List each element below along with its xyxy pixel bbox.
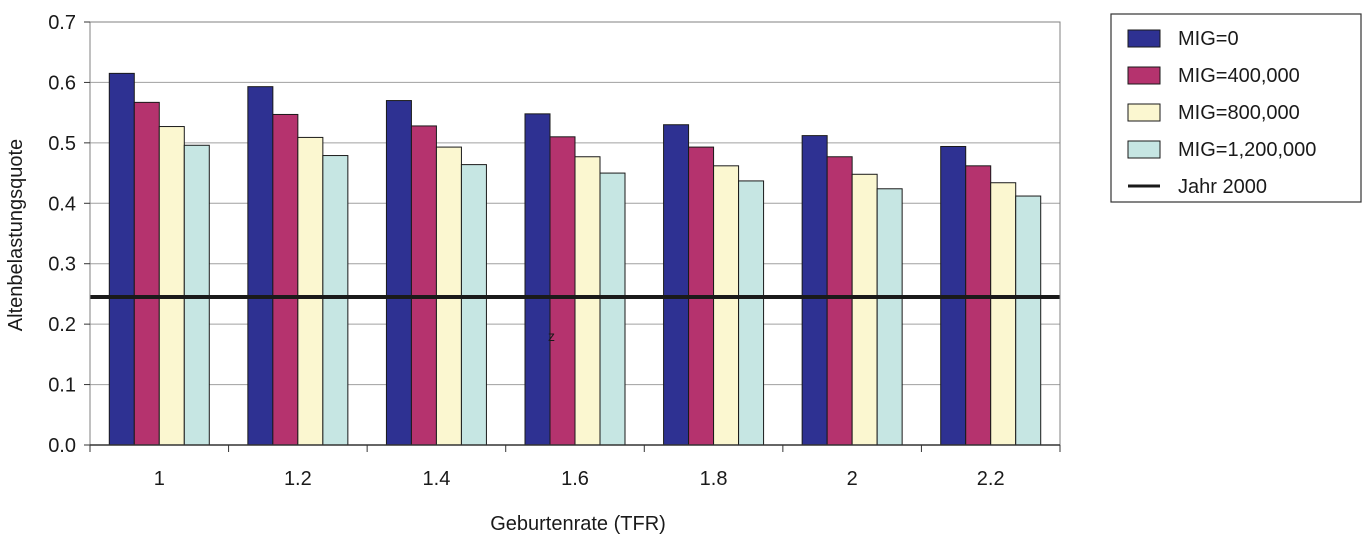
x-tick-label: 1	[154, 468, 165, 490]
bar	[272, 113, 299, 446]
bar	[801, 135, 828, 446]
bar	[549, 136, 576, 446]
y-tick-label: 0.4	[48, 193, 76, 215]
x-axis-tick-labels: 1 1.2 1.4 1.6 1.8 2 2.2	[89, 445, 1061, 490]
legend-swatch	[1127, 103, 1161, 122]
bar	[990, 182, 1017, 446]
bar	[385, 100, 412, 446]
legend-label: MIG=1,200,000	[1178, 139, 1316, 161]
bar	[1015, 195, 1042, 446]
y-tick-label: 0.6	[48, 72, 76, 94]
y-axis-tick-labels: 0.0 0.1 0.2 0.3 0.4 0.5 0.6 0.7	[48, 12, 90, 457]
x-tick-label: 1.8	[700, 468, 728, 490]
x-tick-label: 1.2	[284, 468, 312, 490]
y-tick-label: 0.3	[48, 254, 76, 276]
bar	[322, 155, 349, 446]
x-tick-label: 1.4	[423, 468, 451, 490]
legend-swatch	[1127, 66, 1161, 85]
y-tick-label: 0.2	[48, 314, 76, 336]
bar	[247, 86, 274, 446]
bar	[663, 124, 690, 446]
legend-label: MIG=800,000	[1178, 102, 1300, 124]
x-axis-title: Geburtenrate (TFR)	[490, 513, 666, 535]
bar	[410, 125, 437, 446]
y-axis-title: Altenbelastungsquote	[5, 139, 27, 331]
bar	[965, 165, 992, 446]
bar	[851, 173, 878, 446]
legend-label: MIG=400,000	[1178, 65, 1300, 87]
annotation-z: z	[548, 328, 555, 344]
bar	[599, 172, 626, 446]
bar	[524, 113, 551, 446]
x-tick-label: 1.6	[561, 468, 589, 490]
bar	[460, 164, 487, 446]
bar	[108, 72, 135, 446]
y-tick-label: 0.0	[48, 435, 76, 457]
y-tick-label: 0.7	[48, 12, 76, 34]
legend-swatch	[1127, 140, 1161, 159]
bars	[108, 72, 1042, 446]
y-tick-label: 0.5	[48, 133, 76, 155]
legend-label: MIG=0	[1178, 28, 1239, 50]
bar	[826, 156, 853, 446]
x-tick-label: 2	[847, 468, 858, 490]
bar	[713, 165, 740, 446]
bar	[158, 126, 185, 446]
x-tick-label: 2.2	[977, 468, 1005, 490]
bar	[876, 188, 903, 446]
bar	[133, 101, 160, 446]
legend: MIG=0 MIG=400,000 MIG=800,000 MIG=1,200,000…	[1110, 13, 1362, 203]
bar	[297, 136, 324, 446]
legend-swatch	[1127, 29, 1161, 48]
legend-label: Jahr 2000	[1178, 176, 1267, 198]
y-tick-label: 0.1	[48, 375, 76, 397]
bar	[574, 156, 601, 446]
bar	[738, 180, 765, 446]
